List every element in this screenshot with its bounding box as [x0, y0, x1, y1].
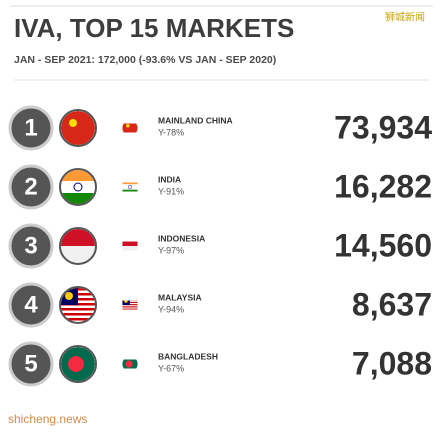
flag-wheel — [127, 184, 133, 190]
small-flag-inner — [122, 182, 138, 192]
small-flag — [122, 297, 138, 313]
arrivals: 7,088 — [352, 345, 432, 381]
rank-badge — [8, 105, 54, 151]
flag — [122, 189, 138, 192]
flag — [122, 246, 138, 251]
rank: 5 — [24, 350, 37, 377]
country: INDIA — [158, 174, 181, 184]
small-flag — [122, 120, 138, 136]
flag-icon — [61, 170, 95, 204]
flag — [61, 246, 95, 263]
flag — [61, 308, 95, 311]
rank-badge — [8, 164, 54, 210]
flag-icon — [61, 347, 95, 381]
country: BANGLADESH — [158, 351, 218, 361]
rank: 2 — [24, 173, 37, 200]
flag-star — [125, 123, 130, 128]
change: Y-97% — [158, 245, 184, 255]
flag-moon — [65, 292, 73, 300]
rank-badge — [8, 282, 54, 328]
flag-star — [69, 119, 77, 127]
small-flag — [122, 179, 138, 195]
flag-icon — [61, 229, 95, 263]
arrivals: 8,637 — [352, 286, 432, 322]
flag-dot — [68, 356, 84, 372]
small-flag — [122, 356, 138, 372]
change: Y-91% — [158, 186, 184, 196]
flag — [122, 241, 138, 246]
rank-badge — [8, 341, 54, 387]
flag — [122, 306, 138, 308]
watermark: 狮城新闻 — [385, 11, 425, 24]
arrivals: 16,282 — [334, 168, 432, 204]
flag — [61, 193, 95, 204]
flag-icon — [61, 288, 95, 321]
title: IVA, TOP 15 MARKETS — [14, 13, 294, 43]
small-flag — [122, 238, 138, 254]
arrivals: 73,934 — [334, 109, 432, 145]
flag-icon — [61, 111, 95, 145]
flag — [61, 313, 95, 316]
change: Y-67% — [158, 363, 184, 373]
flag — [61, 170, 95, 181]
source: shicheng.news — [8, 412, 87, 426]
rank: 4 — [24, 291, 38, 318]
rank: 1 — [24, 114, 37, 141]
flag-canton — [122, 300, 130, 305]
flag — [61, 229, 95, 246]
arrivals: 14,560 — [334, 227, 432, 263]
small-flag-inner — [122, 241, 138, 251]
flag — [61, 181, 95, 193]
small-flag-inner — [122, 359, 138, 369]
country: MALAYSIA — [158, 292, 202, 302]
flag-dot — [125, 360, 133, 368]
country: MAINLAND CHINA — [158, 115, 233, 125]
country: INDONESIA — [158, 233, 205, 243]
flag — [61, 318, 95, 321]
flag-wheel — [73, 182, 83, 192]
flag-ring — [59, 345, 97, 383]
flag-ring — [59, 168, 97, 206]
flag — [122, 184, 138, 190]
rank: 3 — [24, 232, 37, 259]
flag — [61, 111, 95, 145]
flag — [122, 182, 138, 185]
flag-ring — [59, 286, 97, 324]
flag-ring — [59, 109, 97, 147]
small-flag-inner — [122, 123, 138, 133]
flag — [122, 308, 138, 310]
flag-ring — [59, 227, 97, 265]
subtitle: JAN - SEP 2021: 172,000 (-93.6% VS JAN -… — [14, 54, 276, 66]
rank-badge — [8, 223, 54, 269]
small-flag-inner — [122, 300, 138, 310]
change: Y-78% — [158, 127, 184, 137]
change: Y-94% — [158, 304, 184, 314]
flag-moon — [124, 300, 128, 303]
